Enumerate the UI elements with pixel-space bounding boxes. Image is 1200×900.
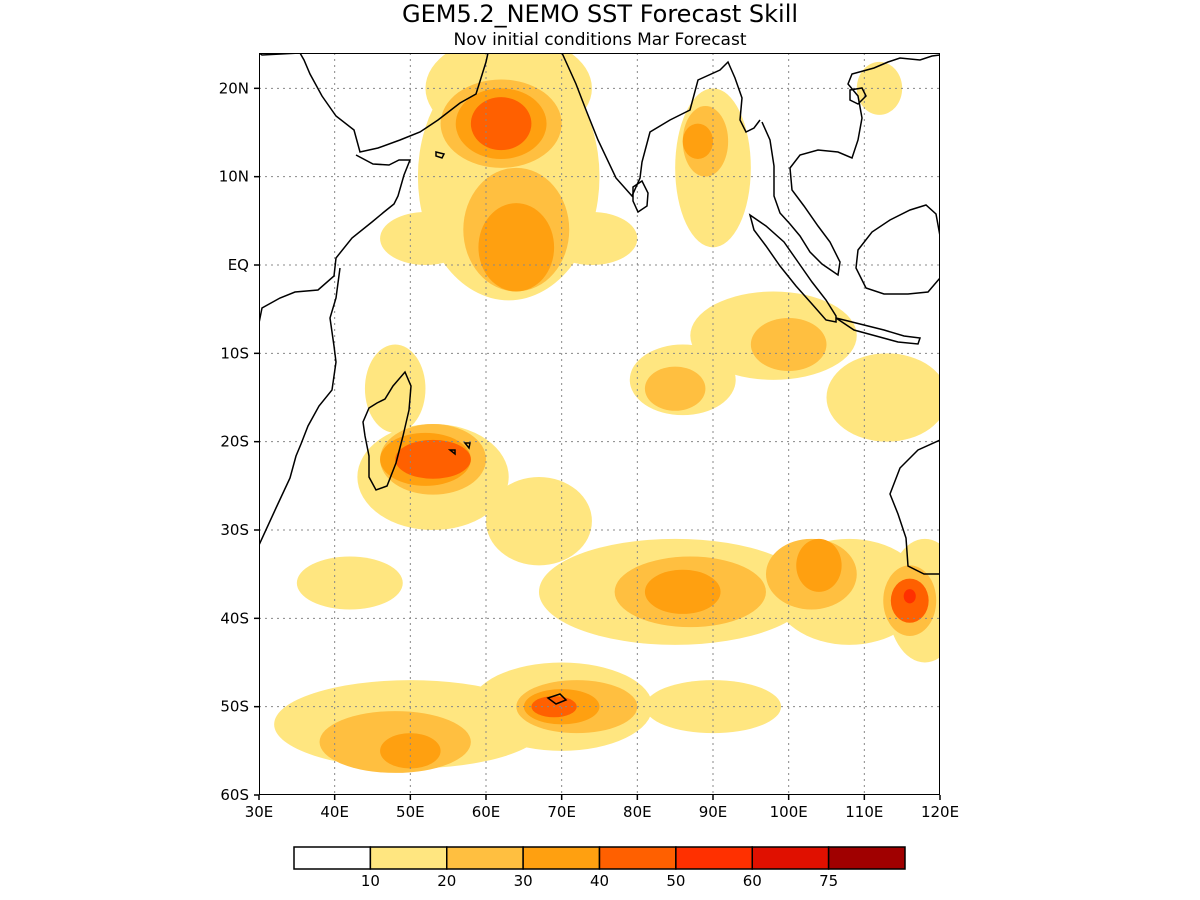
- colorbar-label-3: 40: [590, 872, 609, 890]
- coastline-arabia: [259, 53, 489, 153]
- coastline-madagascar: [362, 370, 412, 491]
- lat-tick-label-0: 20N: [219, 79, 249, 97]
- skill-patch-1-8: [364, 344, 426, 433]
- skill-patch-1-14: [296, 556, 403, 610]
- lon-tick-label-3: 60E: [472, 803, 501, 821]
- skill-patch-1-7: [826, 353, 940, 442]
- lon-tick-label-0: 30E: [245, 803, 274, 821]
- skill-shading-layer: [274, 53, 940, 773]
- coastline-india: [561, 53, 761, 198]
- skill-patch-1-10: [486, 477, 592, 566]
- lat-tick-label-3: 10S: [220, 344, 249, 362]
- skill-patch-1-3: [546, 212, 638, 265]
- skill-patch-3-2: [682, 123, 713, 159]
- colorbar-swatch-5: [675, 846, 753, 870]
- colorbar-label-5: 60: [743, 872, 762, 890]
- coastline-java: [835, 317, 922, 345]
- skill-patch-4-1: [395, 439, 471, 479]
- coastline-socotra: [435, 151, 446, 159]
- coastlines: [259, 53, 940, 705]
- lon-tick-label-5: 80E: [623, 803, 652, 821]
- skill-patch-5-0: [903, 589, 916, 604]
- coastline-borneo: [855, 204, 940, 295]
- skill-patch-1-2: [380, 212, 471, 265]
- lon-tick-label-4: 70E: [547, 803, 576, 821]
- colorbar-swatch-3: [522, 846, 601, 870]
- skill-patch-1-18: [856, 61, 903, 115]
- map-title: GEM5.2_NEMO SST Forecast Skill: [402, 0, 798, 28]
- coastline-sumatra: [748, 213, 837, 323]
- map-subtitle: Nov initial conditions Mar Forecast: [453, 30, 746, 50]
- lat-tick-label-4: 20S: [220, 433, 249, 451]
- colorbar-label-2: 30: [514, 872, 533, 890]
- lon-tick-label-7: 100E: [770, 803, 808, 821]
- colorbar-swatch-2: [446, 846, 524, 870]
- colorbar-swatch-6: [751, 846, 830, 870]
- colorbar-swatch-7: [827, 846, 906, 870]
- graticule: [259, 53, 940, 795]
- coastline-hainan: [849, 87, 867, 105]
- lon-tick-label-8: 110E: [845, 803, 883, 821]
- coastline-kerguelen: [546, 693, 568, 705]
- lon-tick-label-2: 50E: [396, 803, 425, 821]
- colorbar: 10 20 30 40 50 60 75: [293, 846, 906, 890]
- skill-patch-3-4: [644, 569, 721, 614]
- lat-tick-label-2: EQ: [228, 256, 249, 274]
- lat-tick-label-5: 30S: [220, 521, 249, 539]
- colorbar-label-6: 75: [819, 872, 838, 890]
- coastline-sri-lanka: [632, 179, 649, 214]
- coastline-australia: [889, 439, 940, 575]
- colorbar-label-4: 50: [666, 872, 685, 890]
- skill-patch-2-3: [750, 318, 827, 371]
- skill-patch-3-5: [796, 538, 842, 592]
- colorbar-swatch-0: [293, 846, 372, 870]
- colorbar-label-1: 20: [437, 872, 456, 890]
- lat-tick-label-7: 50S: [220, 698, 249, 716]
- coastline-africa: [259, 154, 412, 546]
- axis-tick-labels: 30E 40E 50E 60E 70E 80E 90E 100E 110E 120E 20N 10N E…: [219, 79, 959, 821]
- skill-patch-3-0: [478, 203, 555, 292]
- lat-tick-label-6: 40S: [220, 609, 249, 627]
- lat-tick-label-8: 60S: [220, 786, 249, 804]
- map-area: [259, 53, 940, 795]
- skill-patch-1-17: [644, 680, 782, 734]
- lon-tick-label-9: 120E: [921, 803, 959, 821]
- skill-level-5: [903, 589, 916, 604]
- skill-patch-2-4: [644, 366, 706, 411]
- skill-patch-4-0: [470, 97, 532, 151]
- coastline-mauritius: [447, 442, 471, 456]
- lat-tick-label-1: 10N: [219, 168, 249, 186]
- coastline-indochina: [761, 54, 940, 277]
- colorbar-swatch-4: [598, 846, 677, 870]
- colorbar-label-0: 10: [361, 872, 380, 890]
- lon-tick-label-6: 90E: [699, 803, 728, 821]
- colorbar-swatch-1: [369, 846, 448, 870]
- lon-tick-label-1: 40E: [320, 803, 349, 821]
